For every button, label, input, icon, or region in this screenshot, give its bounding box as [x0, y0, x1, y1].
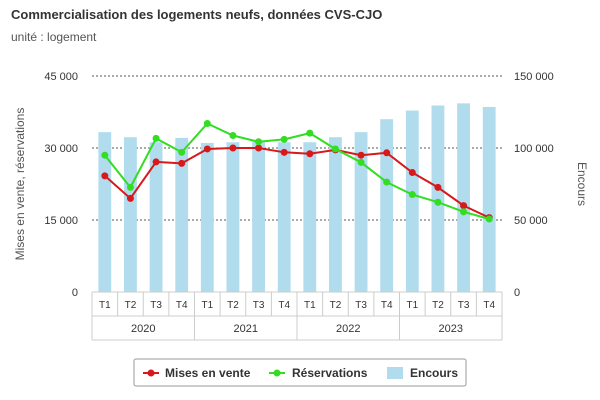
y2-tick-label: 50 000 — [514, 215, 548, 227]
encours-bar — [303, 142, 317, 292]
y2-tick-label: 0 — [514, 287, 520, 299]
x-tick-label: T3 — [253, 300, 265, 311]
axes: 0 15 000 30 000 45 000 0 50 000 100 000 150 000… — [13, 71, 589, 341]
reservations-point — [306, 129, 314, 137]
encours-bar — [329, 137, 342, 292]
x-group-label: 2023 — [439, 323, 463, 335]
mises-en-vente-point — [152, 158, 160, 166]
encours-bar — [380, 119, 394, 292]
mises-en-vente-line — [104, 147, 490, 219]
x-tick-label: T4 — [381, 300, 393, 311]
mises-en-vente-point — [255, 144, 263, 152]
mises-en-vente-point — [126, 194, 134, 202]
legend-swatch-encours — [387, 367, 403, 379]
x-group-label: 2022 — [336, 323, 360, 335]
mises-en-vente-point — [460, 202, 468, 210]
encours-bar — [252, 141, 265, 292]
line-series — [101, 120, 493, 223]
reservations-point — [460, 208, 468, 216]
x-tick-label: T1 — [201, 300, 213, 311]
reservations-point — [485, 215, 493, 223]
reservations-point — [229, 132, 237, 140]
encours-bar — [226, 142, 240, 292]
reservations-point — [126, 183, 134, 191]
encours-bar — [200, 142, 214, 292]
legend-label-encours: Encours — [410, 366, 458, 380]
chart-subtitle: unité : logement — [11, 30, 97, 44]
reservations-point — [101, 151, 109, 159]
encours-bar — [277, 142, 291, 292]
reservations-point — [255, 138, 263, 146]
x-tick-label: T3 — [355, 300, 367, 311]
encours-bar — [124, 137, 137, 292]
x-tick-label: T3 — [458, 300, 470, 311]
encours-bar — [457, 103, 470, 292]
reservations-point — [383, 178, 391, 186]
y2-axis-title: Encours — [575, 162, 589, 206]
encours-bar — [354, 132, 368, 292]
mises-en-vente-point — [357, 151, 365, 159]
x-tick-label: T4 — [278, 300, 290, 311]
legend-marker-mises-en-vente — [147, 369, 155, 377]
reservations-line — [104, 122, 490, 220]
x-tick-label: T3 — [150, 300, 162, 311]
mises-en-vente-point — [408, 168, 416, 176]
reservations-point — [357, 158, 365, 166]
y-tick-label: 15 000 — [44, 215, 78, 227]
legend[interactable]: Mises en vente Réservations Encours — [133, 358, 467, 387]
legend-label-reservations: Réservations — [292, 366, 368, 380]
mises-en-vente-point — [229, 144, 237, 152]
encours-bar — [482, 106, 496, 293]
x-tick-label: T2 — [125, 300, 137, 311]
y2-tick-label: 150 000 — [514, 71, 554, 83]
mises-en-vente-point — [383, 149, 391, 157]
mises-en-vente-point — [203, 145, 211, 153]
x-group-label: 2021 — [234, 323, 258, 335]
x-tick-label: T4 — [176, 300, 188, 311]
mises-en-vente-point — [434, 183, 442, 191]
x-group-label: 2020 — [131, 323, 155, 335]
encours-bar — [98, 132, 112, 292]
chart-title: Commercialisation des logements neufs, d… — [11, 7, 383, 22]
encours-bar — [149, 142, 163, 292]
legend-label-mises-en-vente: Mises en vente — [165, 366, 251, 380]
reservations-point — [280, 135, 288, 143]
x-tick-label: T2 — [227, 300, 239, 311]
y-tick-label: 0 — [72, 287, 78, 299]
x-tick-label: T1 — [304, 300, 316, 311]
reservations-point — [152, 134, 160, 142]
x-tick-label: T1 — [406, 300, 418, 311]
mises-en-vente-point — [178, 159, 186, 167]
reservations-point — [203, 120, 211, 128]
reservations-point — [408, 191, 416, 199]
encours-bars — [98, 103, 496, 293]
mises-en-vente-point — [306, 150, 314, 158]
y-tick-label: 45 000 — [44, 71, 78, 83]
legend-marker-reservations — [273, 369, 281, 377]
x-tick-label: T4 — [483, 300, 495, 311]
x-tick-label: T2 — [330, 300, 342, 311]
reservations-point — [331, 145, 339, 153]
reservations-point — [178, 148, 186, 156]
mises-en-vente-point — [280, 148, 288, 156]
encours-bar — [405, 110, 419, 292]
encours-bar — [175, 137, 189, 292]
mises-en-vente-point — [101, 172, 109, 180]
legend-box — [133, 358, 467, 387]
x-tick-label: T2 — [432, 300, 444, 311]
y2-tick-label: 100 000 — [514, 143, 554, 155]
reservations-point — [434, 198, 442, 206]
x-tick-label: T1 — [99, 300, 111, 311]
y-tick-label: 30 000 — [44, 143, 78, 155]
y-axis-title: Mises en vente, réservations — [13, 108, 27, 261]
